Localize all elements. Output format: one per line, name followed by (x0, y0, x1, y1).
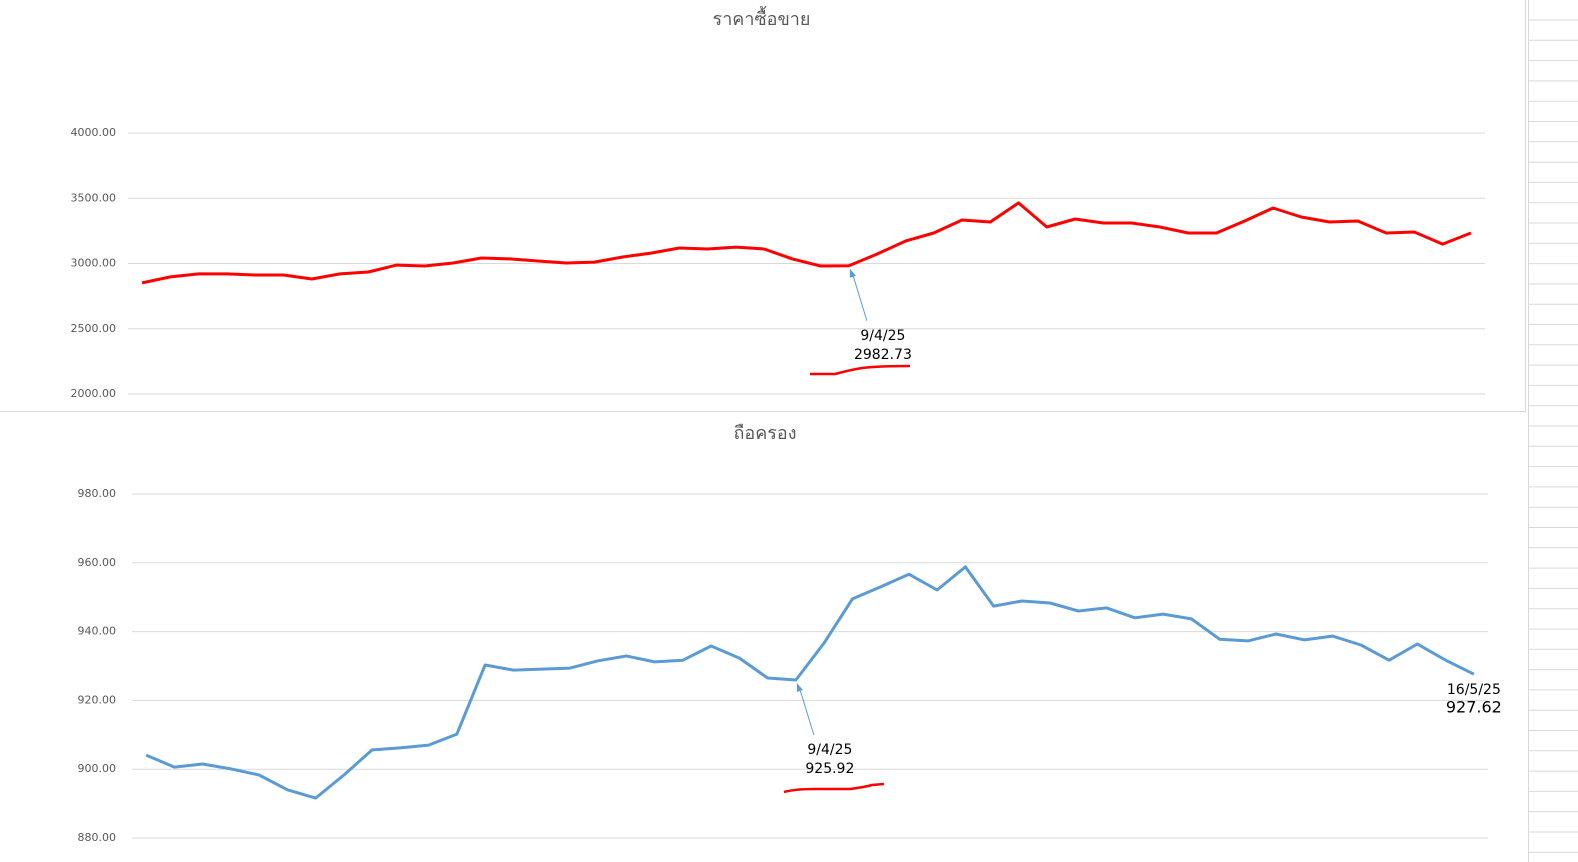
annotation-value: 2982.73 (854, 347, 912, 363)
y-tick-label: 960.00 (78, 556, 117, 569)
annotation-arrow (851, 271, 868, 321)
y-tick-label: 900.00 (78, 762, 117, 775)
chart-title: ถือครอง (733, 423, 796, 444)
annotation-value: 927.62 (1446, 698, 1502, 717)
annotation-date: 9/4/25 (807, 742, 852, 758)
y-tick-label: 3500.00 (71, 191, 117, 204)
data-line (141, 201, 1472, 285)
sheet-rows (1528, 19, 1578, 853)
y-tick-label: 880.00 (78, 831, 117, 844)
annotation-arrow (798, 685, 815, 736)
annotation-date: 9/4/25 (860, 328, 905, 344)
scribble (810, 364, 911, 376)
annotation-value: 925.92 (805, 761, 854, 777)
chart-title: ราคาซื้อขาย (713, 6, 811, 30)
arrow-head (796, 683, 803, 693)
y-tick-label: 2000.00 (71, 387, 117, 400)
y-tick-label: 4000.00 (71, 126, 117, 139)
annotation-date: 16/5/25 (1447, 682, 1501, 698)
scribble (783, 782, 885, 794)
y-tick-label: 920.00 (78, 693, 117, 706)
data-line (145, 565, 1475, 800)
arrow-head (849, 268, 856, 278)
sheet-grid (0, 0, 1529, 862)
y-tick-label: 980.00 (78, 487, 117, 500)
y-tick-label: 2500.00 (71, 322, 117, 335)
y-tick-label: 940.00 (78, 625, 117, 638)
y-tick-label: 3000.00 (71, 257, 117, 270)
